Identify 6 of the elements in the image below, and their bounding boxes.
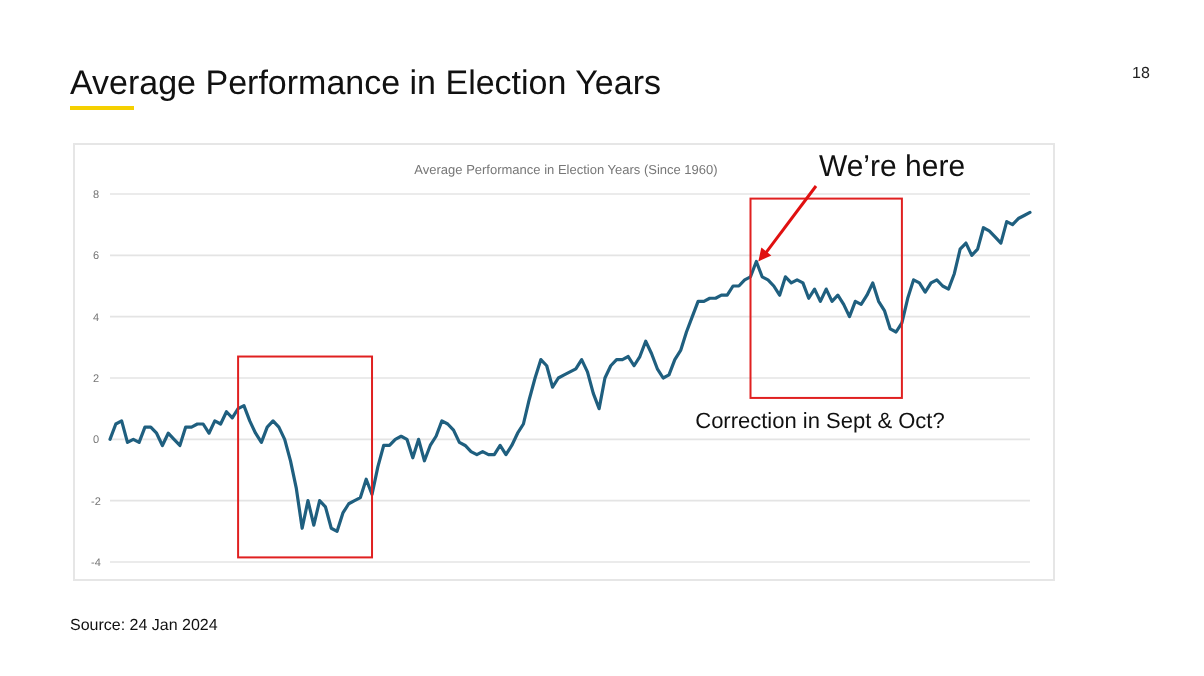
chart-title: Average Performance in Election Years (70, 64, 661, 102)
line-series (108, 210, 1032, 533)
annotation: Correction in Sept & Oct? (695, 410, 945, 434)
text: 18 (1132, 64, 1151, 82)
text: We’re here (818, 150, 966, 184)
source-note: Source: 24 Jan 2024 (70, 616, 219, 634)
